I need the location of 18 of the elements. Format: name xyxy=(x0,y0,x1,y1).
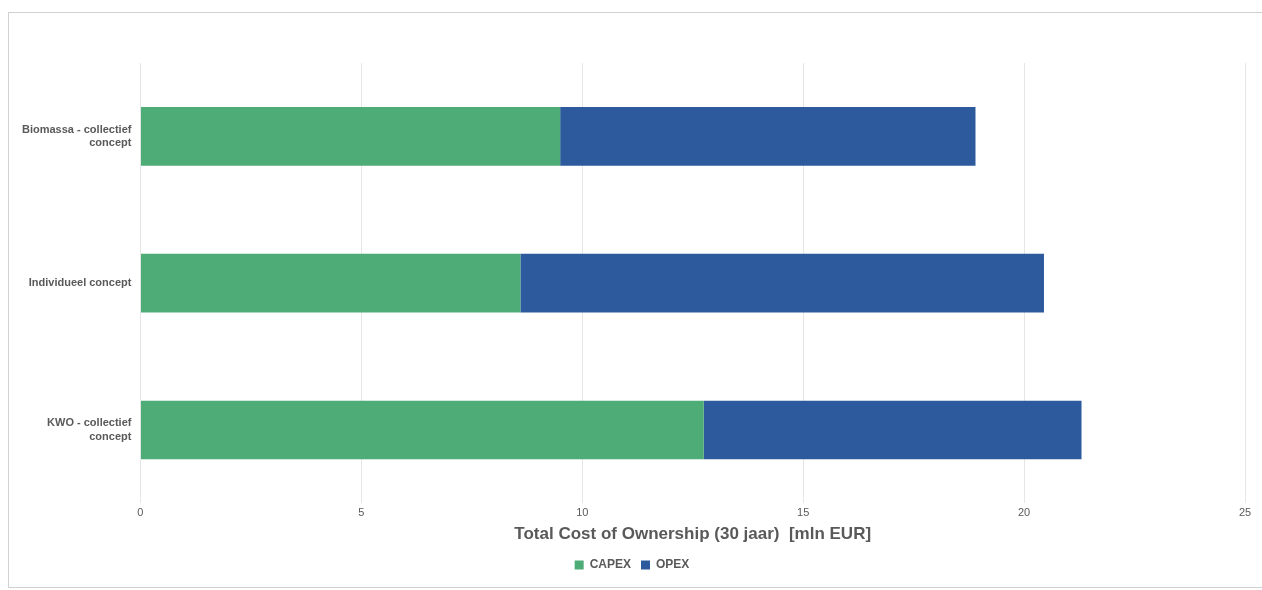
bar xyxy=(140,107,561,166)
x-tick-label: 10 xyxy=(576,506,589,519)
bar xyxy=(520,253,1044,313)
x-tick-label: 20 xyxy=(1017,506,1031,519)
y-tick-label: Individueel concept xyxy=(28,276,132,289)
x-axis-title: Total Cost of Ownership (30 jaar) [mln EUR] xyxy=(514,524,872,544)
legend-label: OPEX xyxy=(656,557,690,572)
legend-label: CAPEX xyxy=(589,557,631,572)
bar xyxy=(560,107,976,166)
x-tick-label: 15 xyxy=(797,506,810,519)
bar xyxy=(140,253,521,313)
y-tick-label: Biomassa - collectief concept xyxy=(21,122,132,149)
bar xyxy=(703,400,1082,460)
y-tick-label: KWO - collectief concept xyxy=(47,416,132,442)
x-tick-label: 25 xyxy=(1238,506,1252,519)
x-tick-label: 0 xyxy=(137,506,144,519)
bar xyxy=(140,400,704,460)
x-tick-label: 5 xyxy=(358,506,365,519)
